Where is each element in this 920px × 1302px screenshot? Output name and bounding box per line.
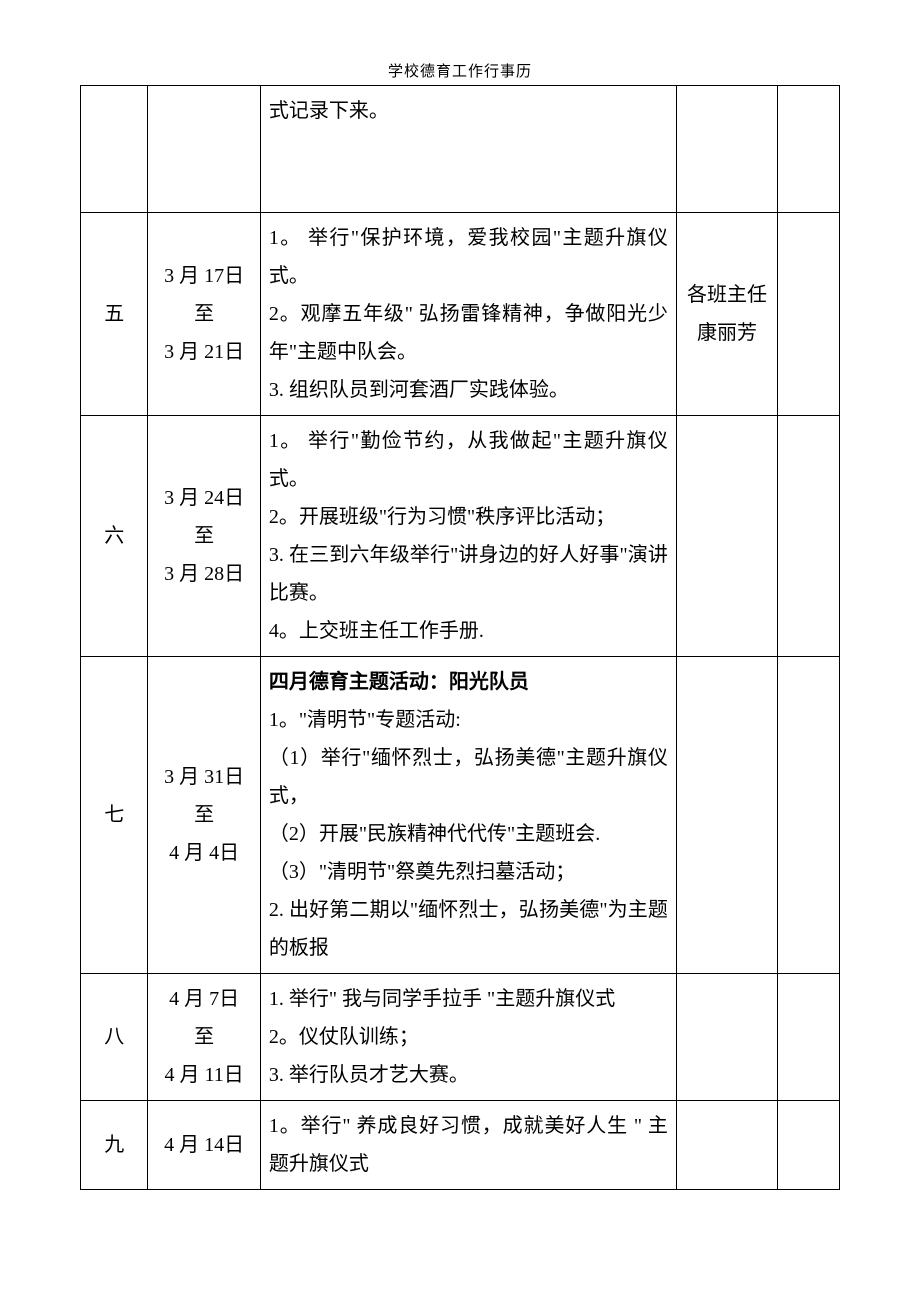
- date-cell: 3 月 31日至4 月 4日: [148, 657, 260, 974]
- content-line: （3）"清明节"祭奠先烈扫墓活动；: [269, 861, 575, 883]
- person-cell: [676, 86, 777, 213]
- content-cell: 式记录下来。: [260, 86, 676, 213]
- date-cell: 4 月 14日: [148, 1101, 260, 1190]
- content-line: （1）举行"缅怀烈士，弘扬美德"主题升旗仪式，: [269, 747, 668, 807]
- week-cell: 五: [81, 213, 148, 416]
- content-cell: 1。 举行"勤俭节约，从我做起"主题升旗仪式。 2。开展班级"行为习惯"秩序评比…: [260, 416, 676, 657]
- content-line: 1。举行" 养成良好习惯，成就美好人生 " 主题升旗仪式: [269, 1115, 668, 1175]
- person-cell: [676, 1101, 777, 1190]
- content-cell: 1。举行" 养成良好习惯，成就美好人生 " 主题升旗仪式: [260, 1101, 676, 1190]
- date-cell: 4 月 7日至4 月 11日: [148, 974, 260, 1101]
- extra-cell: [778, 1101, 840, 1190]
- week-cell: 八: [81, 974, 148, 1101]
- content-line: 1。 举行"勤俭节约，从我做起"主题升旗仪式。: [269, 430, 668, 490]
- table-row: 八 4 月 7日至4 月 11日 1. 举行" 我与同学手拉手 "主题升旗仪式 …: [81, 974, 840, 1101]
- content-line: 3. 组织队员到河套酒厂实践体验。: [269, 379, 569, 401]
- content-line: （2）开展"民族精神代代传"主题班会.: [269, 823, 600, 845]
- content-line: 2。开展班级"行为习惯"秩序评比活动；: [269, 506, 615, 528]
- week-cell: [81, 86, 148, 213]
- date-cell: 3 月 17日至3 月 21日: [148, 213, 260, 416]
- content-cell: 1. 举行" 我与同学手拉手 "主题升旗仪式 2。仪仗队训练； 3. 举行队员才…: [260, 974, 676, 1101]
- week-cell: 九: [81, 1101, 148, 1190]
- content-line: 3. 在三到六年级举行"讲身边的好人好事"演讲比赛。: [269, 544, 668, 604]
- content-cell: 四月德育主题活动：阳光队员 1。"清明节"专题活动: （1）举行"缅怀烈士，弘扬…: [260, 657, 676, 974]
- page-header: 学校德育工作行事历: [80, 60, 840, 81]
- person-cell: [676, 974, 777, 1101]
- extra-cell: [778, 657, 840, 974]
- content-line: 1. 举行" 我与同学手拉手 "主题升旗仪式: [269, 988, 615, 1010]
- table-row: 式记录下来。: [81, 86, 840, 213]
- week-cell: 六: [81, 416, 148, 657]
- person-cell: 各班主任康丽芳: [676, 213, 777, 416]
- schedule-table: 式记录下来。 五 3 月 17日至3 月 21日 1。 举行"保护环境，爱我校园…: [80, 85, 840, 1190]
- table-row: 七 3 月 31日至4 月 4日 四月德育主题活动：阳光队员 1。"清明节"专题…: [81, 657, 840, 974]
- date-cell: [148, 86, 260, 213]
- content-line: 式记录下来。: [269, 100, 389, 122]
- table-row: 六 3 月 24日至3 月 28日 1。 举行"勤俭节约，从我做起"主题升旗仪式…: [81, 416, 840, 657]
- content-bold-prefix: 四月德育主题活动：阳光队员: [269, 671, 529, 693]
- extra-cell: [778, 416, 840, 657]
- person-cell: [676, 416, 777, 657]
- content-line: 2。观摩五年级" 弘扬雷锋精神，争做阳光少年"主题中队会。: [269, 303, 668, 363]
- table-body: 式记录下来。 五 3 月 17日至3 月 21日 1。 举行"保护环境，爱我校园…: [81, 86, 840, 1190]
- content-line: 2. 出好第二期以"缅怀烈士，弘扬美德"为主题的板报: [269, 899, 668, 959]
- extra-cell: [778, 86, 840, 213]
- content-line: 3. 举行队员才艺大赛。: [269, 1064, 469, 1086]
- content-line: 1。 举行"保护环境，爱我校园"主题升旗仪式。: [269, 227, 668, 287]
- content-line: 1。"清明节"专题活动:: [269, 709, 461, 731]
- extra-cell: [778, 213, 840, 416]
- extra-cell: [778, 974, 840, 1101]
- date-cell: 3 月 24日至3 月 28日: [148, 416, 260, 657]
- table-row: 五 3 月 17日至3 月 21日 1。 举行"保护环境，爱我校园"主题升旗仪式…: [81, 213, 840, 416]
- table-row: 九 4 月 14日 1。举行" 养成良好习惯，成就美好人生 " 主题升旗仪式: [81, 1101, 840, 1190]
- week-cell: 七: [81, 657, 148, 974]
- content-line: 2。仪仗队训练；: [269, 1026, 419, 1048]
- content-line: 4。上交班主任工作手册.: [269, 620, 484, 642]
- content-cell: 1。 举行"保护环境，爱我校园"主题升旗仪式。 2。观摩五年级" 弘扬雷锋精神，…: [260, 213, 676, 416]
- person-cell: [676, 657, 777, 974]
